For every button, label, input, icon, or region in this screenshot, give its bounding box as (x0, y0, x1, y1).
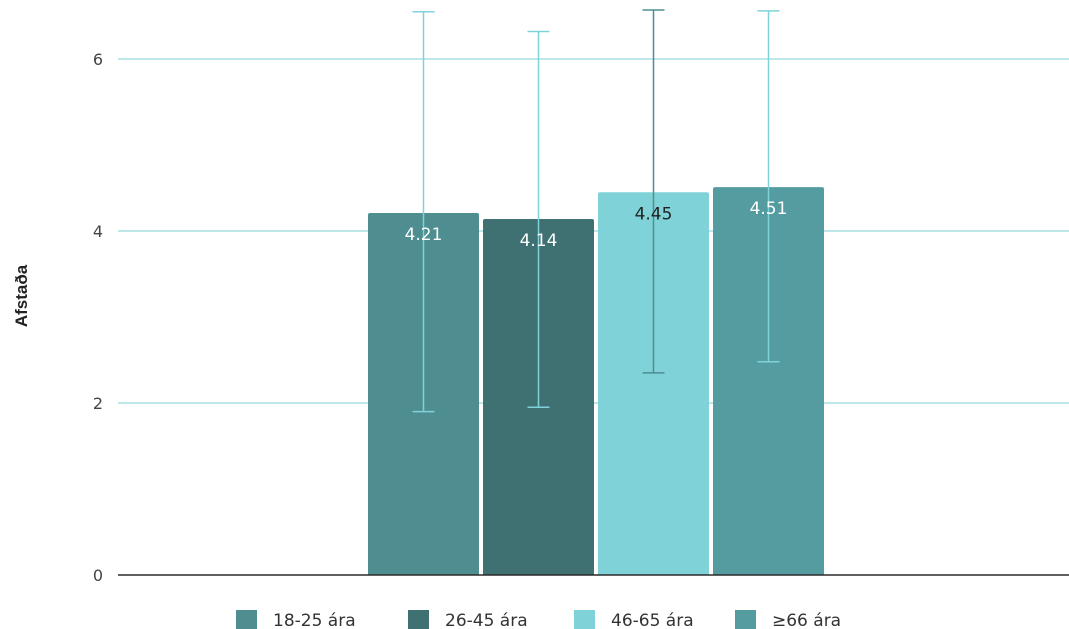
y-tick-label-0: 0 (93, 566, 103, 585)
legend-label-1: 18-25 ára (273, 611, 356, 629)
legend: 18-25 ára 26-45 ára 46-65 ára ≥66 ára (236, 610, 841, 629)
y-tick-label-2: 2 (93, 394, 103, 413)
bars (368, 187, 824, 576)
bar-4 (713, 187, 824, 575)
legend-swatch-3 (574, 610, 595, 629)
y-axis-label: Afstaða (12, 264, 31, 327)
legend-swatch-4 (735, 610, 756, 629)
legend-swatch-1 (236, 610, 257, 629)
legend-swatch-2 (408, 610, 429, 629)
data-label-2: 4.14 (520, 231, 558, 251)
error-bar-4 (757, 10, 780, 363)
y-axis-ticks: 0 2 4 6 (93, 50, 103, 585)
legend-label-4: ≥66 ára (772, 611, 841, 629)
error-bar-3 (642, 9, 665, 374)
error-bars (412, 9, 780, 413)
data-label-1: 4.21 (405, 225, 443, 245)
data-labels: 4.21 4.14 4.45 4.51 (405, 199, 788, 251)
bar-3 (598, 192, 709, 576)
y-tick-label-4: 4 (93, 222, 103, 241)
legend-label-3: 46-65 ára (611, 611, 694, 629)
data-label-4: 4.51 (750, 199, 788, 219)
data-label-3: 4.45 (635, 204, 673, 224)
y-tick-label-6: 6 (93, 50, 103, 69)
legend-label-2: 26-45 ára (445, 611, 528, 629)
error-bar-2 (527, 30, 550, 409)
error-bar-1 (412, 10, 435, 413)
